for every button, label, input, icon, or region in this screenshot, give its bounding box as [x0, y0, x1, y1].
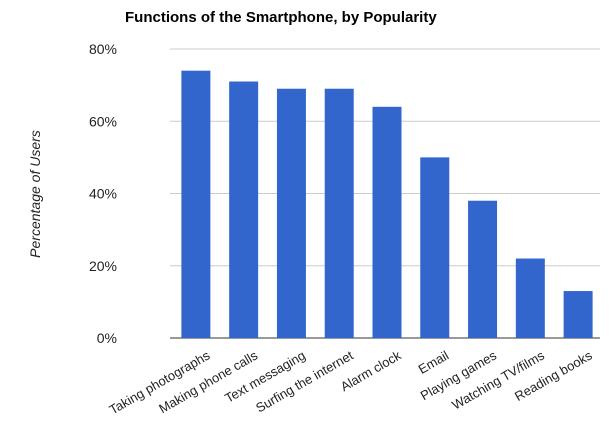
bar — [420, 157, 450, 338]
chart-title: Functions of the Smartphone, by Populari… — [125, 9, 437, 26]
bar — [229, 81, 259, 338]
y-tick-label: 20% — [89, 258, 117, 274]
bar — [324, 88, 354, 338]
bar — [468, 200, 498, 338]
y-tick-label: 0% — [97, 330, 117, 346]
bar — [563, 291, 593, 338]
y-tick-label: 40% — [89, 186, 117, 202]
y-tick-label: 80% — [89, 41, 117, 57]
bar — [181, 70, 211, 339]
bar — [276, 88, 306, 338]
y-axis-ticks: 0% 20% 40% 60% 80% — [89, 41, 117, 346]
y-tick-label: 60% — [89, 113, 117, 129]
bar — [372, 106, 402, 338]
bar — [515, 258, 545, 338]
bars — [181, 70, 593, 339]
y-axis-label: Percentage of Users — [27, 130, 43, 258]
x-tick-label: Email — [416, 348, 452, 377]
